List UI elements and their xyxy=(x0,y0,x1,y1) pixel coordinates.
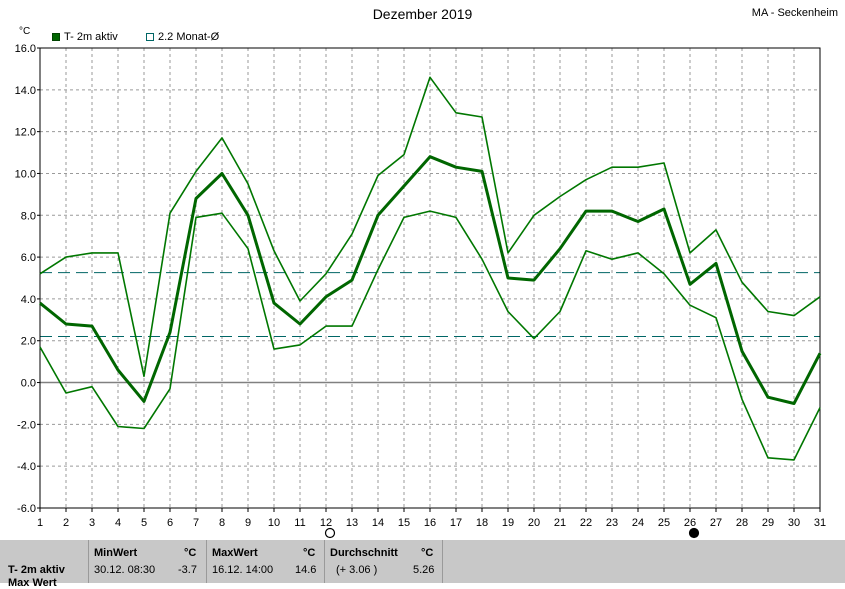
x-tick-label: 16 xyxy=(424,517,436,529)
stats-row-label-2: Max Wert xyxy=(8,577,57,589)
max-unit: °C xyxy=(303,547,316,559)
x-tick-label: 13 xyxy=(346,517,358,529)
y-tick-label: 10.0 xyxy=(15,168,36,180)
x-tick-label: 25 xyxy=(658,517,670,529)
y-axis-unit: °C xyxy=(19,26,31,37)
temperature-chart: 16.0 14.0 12.0 10.0 8.0 6.0 4.0 2.0 0.0 -2.0 -4.0 -… xyxy=(15,43,826,539)
y-tick-label: -4.0 xyxy=(17,461,36,473)
full-moon-icon xyxy=(324,527,336,539)
min-unit: °C xyxy=(184,547,197,559)
legend-label-month-mean: 2.2 Monat-Ø xyxy=(158,31,220,43)
y-tick-label: 12.0 xyxy=(15,127,36,139)
avg-unit: °C xyxy=(421,547,434,559)
footer-divider xyxy=(324,540,325,583)
chart-title: Dezember 2019 xyxy=(372,6,473,22)
x-tick-label: 22 xyxy=(580,517,592,529)
y-tick-label: -6.0 xyxy=(17,503,36,515)
y-tick-label: -2.0 xyxy=(17,419,36,431)
y-tick-label: 16.0 xyxy=(15,43,36,55)
x-tick-label: 26 xyxy=(684,517,696,529)
x-tick-label: 14 xyxy=(372,517,384,529)
footer-divider xyxy=(206,540,207,583)
min-header: MinWert xyxy=(94,547,138,559)
y-tick-label: 4.0 xyxy=(21,294,36,306)
x-tick-label: 8 xyxy=(219,517,225,529)
series-line-max xyxy=(39,76,821,378)
x-tick-label: 27 xyxy=(710,517,722,529)
avg-value: 5.26 xyxy=(413,564,435,576)
x-tick-label: 21 xyxy=(554,517,566,529)
y-tick-label: 14.0 xyxy=(15,85,36,97)
x-tick-label: 2 xyxy=(63,517,69,529)
max-time: 16.12. 14:00 xyxy=(212,564,274,576)
x-tick-label: 15 xyxy=(398,517,410,529)
x-tick-label: 4 xyxy=(115,517,121,529)
x-tick-label: 5 xyxy=(141,517,147,529)
x-tick-label: 17 xyxy=(450,517,462,529)
max-value: 14.6 xyxy=(295,564,317,576)
legend-label-temperature: T- 2m aktiv xyxy=(64,31,118,43)
x-tick-label: 28 xyxy=(736,517,748,529)
legend-swatch-outline xyxy=(146,33,154,41)
x-tick-label: 11 xyxy=(294,517,305,529)
x-tick-label: 18 xyxy=(476,517,488,529)
stats-row-label: T- 2m aktiv xyxy=(8,564,65,576)
new-moon-icon xyxy=(688,527,700,539)
station-name: MA - Seckenheim xyxy=(751,7,838,19)
x-tick-label: 9 xyxy=(245,517,251,529)
x-tick-label: 23 xyxy=(606,517,618,529)
avg-header: Durchschnitt xyxy=(330,547,398,559)
x-tick-label: 1 xyxy=(37,517,43,529)
x-tick-label: 30 xyxy=(788,517,800,529)
footer-divider xyxy=(442,540,443,583)
min-time: 30.12. 08:30 xyxy=(94,564,156,576)
x-tick-label: 3 xyxy=(89,517,95,529)
x-tick-label: 24 xyxy=(632,517,644,529)
min-value: -3.7 xyxy=(178,564,197,576)
x-tick-label: 6 xyxy=(167,517,173,529)
x-tick-label: 31 xyxy=(814,517,826,529)
stats-footer xyxy=(0,540,845,583)
y-tick-label: 0.0 xyxy=(21,378,36,390)
legend-item-month-mean[interactable]: 2.2 Monat-Ø xyxy=(146,31,219,43)
series-line-temperature xyxy=(39,155,822,405)
y-tick-label: 2.0 xyxy=(21,336,36,348)
legend-item-temperature[interactable]: T- 2m aktiv xyxy=(52,31,118,43)
x-tick-label: 20 xyxy=(528,517,540,529)
series-line-min xyxy=(39,210,821,461)
x-tick-label: 12 xyxy=(320,517,332,529)
legend-swatch-filled xyxy=(52,33,60,41)
footer-divider xyxy=(88,540,89,583)
x-tick-label: 10 xyxy=(268,517,280,529)
avg-delta: (+ 3.06 ) xyxy=(336,564,378,576)
y-tick-label: 6.0 xyxy=(21,252,36,264)
x-tick-label: 29 xyxy=(762,517,774,529)
max-header: MaxWert xyxy=(212,547,258,559)
x-tick-label: 19 xyxy=(502,517,514,529)
x-tick-label: 7 xyxy=(193,517,199,529)
y-tick-label: 8.0 xyxy=(21,210,36,222)
